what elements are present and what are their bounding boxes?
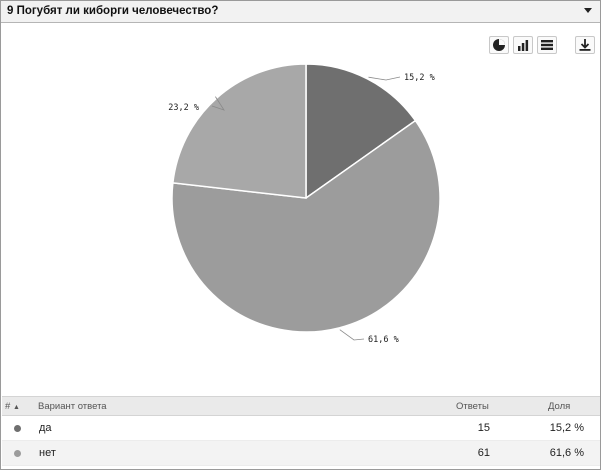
data-label-leader bbox=[211, 96, 225, 111]
answers-count: 61 bbox=[477, 447, 490, 459]
table-row: нет 61 61,6 % bbox=[2, 441, 600, 466]
sort-ascending-icon: ▲ bbox=[12, 404, 20, 411]
series-color-dot bbox=[14, 425, 21, 432]
answers-count: 15 bbox=[477, 422, 490, 434]
data-label-leader bbox=[339, 329, 365, 341]
widget-header: 9 Погубят ли киборги человечество? bbox=[1, 1, 600, 23]
table-row: да 15 15,2 % bbox=[2, 416, 600, 441]
answers-share: 15,2 % bbox=[549, 422, 584, 434]
results-table: # ▲ Вариант ответа Ответы Доля да 15 15,… bbox=[2, 396, 600, 466]
answers-share: 61,6 % bbox=[549, 447, 584, 459]
share-column-header[interactable]: Доля bbox=[548, 401, 571, 412]
data-label-leader bbox=[368, 76, 401, 81]
index-header-label: # bbox=[5, 401, 11, 412]
option-label: да bbox=[39, 422, 52, 434]
series-color-dot bbox=[14, 450, 21, 457]
chart-area: 15,2 % 61,6 % 23,2 % bbox=[2, 24, 600, 396]
data-label: 23,2 % bbox=[168, 103, 199, 113]
collapse-caret-icon[interactable] bbox=[584, 8, 592, 13]
pie-slice[interactable] bbox=[305, 63, 417, 200]
answers-column-header[interactable]: Ответы bbox=[456, 401, 489, 412]
data-label: 15,2 % bbox=[404, 73, 435, 83]
pie-view-button[interactable] bbox=[489, 36, 509, 54]
pie-chart: 15,2 % 61,6 % 23,2 % bbox=[168, 63, 441, 345]
download-icon bbox=[579, 39, 591, 51]
bar-view-button[interactable] bbox=[513, 36, 533, 54]
pie-slice[interactable] bbox=[171, 119, 441, 333]
question-title: 9 Погубят ли киборги человечество? bbox=[7, 5, 219, 17]
table-view-icon bbox=[541, 40, 553, 50]
index-column-header[interactable]: # ▲ bbox=[5, 401, 20, 412]
pie-chart-icon bbox=[493, 39, 505, 51]
data-label: 61,6 % bbox=[368, 335, 399, 345]
option-label: нет bbox=[39, 447, 56, 459]
table-view-button[interactable] bbox=[537, 36, 557, 54]
table-header: # ▲ Вариант ответа Ответы Доля bbox=[2, 396, 600, 416]
bar-chart-icon bbox=[518, 40, 529, 51]
option-column-header[interactable]: Вариант ответа bbox=[38, 401, 107, 412]
pie-slice[interactable] bbox=[172, 63, 307, 199]
download-button[interactable] bbox=[575, 36, 595, 54]
